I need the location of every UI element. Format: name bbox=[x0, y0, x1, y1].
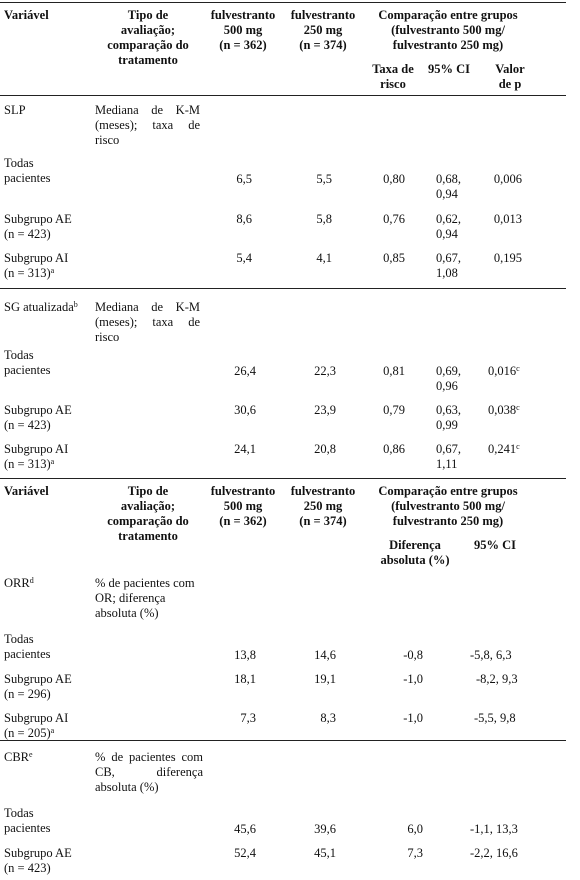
header-comparacao: Comparação entre grupos (fulvestranto 500… bbox=[378, 8, 518, 52]
cell-f500: 18,1 bbox=[234, 672, 256, 686]
header-variavel: Variável bbox=[4, 8, 49, 22]
row-label: Subgrupo AI (n = 205)a bbox=[4, 711, 69, 740]
header-divider bbox=[0, 95, 566, 96]
cell-ci: -5,8, 6,3 bbox=[470, 648, 512, 662]
cell-f500: 7,3 bbox=[240, 711, 256, 725]
row-label: Subgrupo AE (n = 423) bbox=[4, 846, 72, 875]
row-label: Todas pacientes bbox=[4, 632, 51, 661]
row-label: Subgrupo AI (n = 313)a bbox=[4, 251, 69, 280]
cell-f500: 24,1 bbox=[234, 442, 256, 456]
header-diferenca: Diferença absoluta (%) bbox=[380, 538, 450, 567]
row-label: Subgrupo AE (n = 296) bbox=[4, 672, 72, 701]
cell-f250: 23,9 bbox=[314, 403, 336, 417]
section-label-orr: ORRd bbox=[4, 576, 34, 590]
cell-ci: -1,1, 13,3 bbox=[470, 822, 518, 836]
cell-f500: 5,4 bbox=[236, 251, 252, 265]
section-divider bbox=[0, 740, 566, 741]
cell-hr: 0,86 bbox=[383, 442, 405, 456]
cell-hr: 0,85 bbox=[383, 251, 405, 265]
cell-ci: -2,2, 16,6 bbox=[470, 846, 518, 860]
cell-ci: 0,69, 0,96 bbox=[436, 364, 461, 393]
cell-f250: 4,1 bbox=[316, 251, 332, 265]
cell-ci: 0,62, 0,94 bbox=[436, 212, 461, 241]
row-label: Todas pacientes bbox=[4, 348, 51, 377]
table-top-border bbox=[0, 2, 566, 3]
row-label: Subgrupo AI (n = 313)a bbox=[4, 442, 69, 471]
cell-f250: 5,5 bbox=[316, 172, 332, 186]
cell-hr: 0,80 bbox=[383, 172, 405, 186]
cell-f500: 52,4 bbox=[234, 846, 256, 860]
cell-p: 0,241c bbox=[488, 442, 520, 456]
header-f250: fulvestranto 250 mg (n = 374) bbox=[290, 8, 356, 52]
header-95ci: 95% CI bbox=[474, 538, 517, 552]
cell-ci: -5,5, 9,8 bbox=[474, 711, 516, 725]
row-label: Subgrupo AE (n = 423) bbox=[4, 403, 72, 432]
section-tipo-cbr: % de pacientes com CB, diferença absolut… bbox=[95, 750, 203, 794]
cell-f500: 13,8 bbox=[234, 648, 256, 662]
cell-f500: 45,6 bbox=[234, 822, 256, 836]
cell-p: 0,195 bbox=[493, 251, 522, 265]
section-tipo-sg: Mediana de K-M (meses); taxa de risco bbox=[95, 300, 200, 344]
cell-f500: 26,4 bbox=[234, 364, 256, 378]
cell-f500: 30,6 bbox=[234, 403, 256, 417]
cell-diff: -1,0 bbox=[403, 711, 423, 725]
cell-f250: 8,3 bbox=[320, 711, 336, 725]
section-tipo-slp: Mediana de K-M (meses); taxa de risco bbox=[95, 103, 200, 147]
cell-ci: -8,2, 9,3 bbox=[476, 672, 518, 686]
header-f500: fulvestranto 500 mg (n = 362) bbox=[210, 484, 276, 528]
row-label: Todas pacientes bbox=[4, 806, 51, 835]
cell-hr: 0,76 bbox=[383, 212, 405, 226]
cell-hr: 0,81 bbox=[383, 364, 405, 378]
row-label: Subgrupo AE (n = 423) bbox=[4, 212, 72, 241]
section-divider bbox=[0, 288, 566, 289]
row-label: Todas pacientes bbox=[4, 156, 51, 185]
cell-ci: 0,68, 0,94 bbox=[436, 172, 461, 201]
cell-f500: 8,6 bbox=[236, 212, 252, 226]
cell-hr: 0,79 bbox=[383, 403, 405, 417]
header-taxa-risco: Taxa de risco bbox=[372, 62, 414, 91]
header-variavel: Variável bbox=[4, 484, 49, 498]
cell-f250: 14,6 bbox=[314, 648, 336, 662]
header-f500: fulvestranto 500 mg (n = 362) bbox=[210, 8, 276, 52]
cell-f250: 5,8 bbox=[316, 212, 332, 226]
header-95ci: 95% CI bbox=[428, 62, 471, 76]
cell-p: 0,038c bbox=[488, 403, 520, 417]
header-tipo: Tipo de avaliação; comparação do tratament… bbox=[107, 484, 189, 543]
header-tipo: Tipo de avaliação; comparação do tratament… bbox=[107, 8, 189, 67]
cell-diff: 7,3 bbox=[407, 846, 423, 860]
cell-diff: -0,8 bbox=[403, 648, 423, 662]
header-f250: fulvestranto 250 mg (n = 374) bbox=[290, 484, 356, 528]
cell-p: 0,006 bbox=[493, 172, 522, 186]
table-divider bbox=[0, 478, 566, 479]
cell-f250: 19,1 bbox=[314, 672, 336, 686]
cell-diff: 6,0 bbox=[407, 822, 423, 836]
section-tipo-orr: % de pacientes com OR; diferença absolut… bbox=[95, 576, 195, 620]
section-label-slp: SLP bbox=[4, 103, 26, 117]
cell-ci: 0,67, 1,08 bbox=[436, 251, 461, 280]
cell-diff: -1,0 bbox=[403, 672, 423, 686]
cell-f250: 45,1 bbox=[314, 846, 336, 860]
cell-p: 0,016c bbox=[488, 364, 520, 378]
cell-f500: 6,5 bbox=[236, 172, 252, 186]
cell-f250: 39,6 bbox=[314, 822, 336, 836]
cell-ci: 0,67, 1,11 bbox=[436, 442, 461, 471]
section-label-sg: SG atualizadab bbox=[4, 300, 78, 314]
cell-p: 0,013 bbox=[493, 212, 522, 226]
cell-f250: 20,8 bbox=[314, 442, 336, 456]
header-valor-p: Valor de p bbox=[495, 62, 525, 91]
cell-ci: 0,63, 0,99 bbox=[436, 403, 461, 432]
section-label-cbr: CBRe bbox=[4, 750, 33, 764]
header-comparacao: Comparação entre grupos (fulvestranto 500… bbox=[378, 484, 518, 528]
cell-f250: 22,3 bbox=[314, 364, 336, 378]
